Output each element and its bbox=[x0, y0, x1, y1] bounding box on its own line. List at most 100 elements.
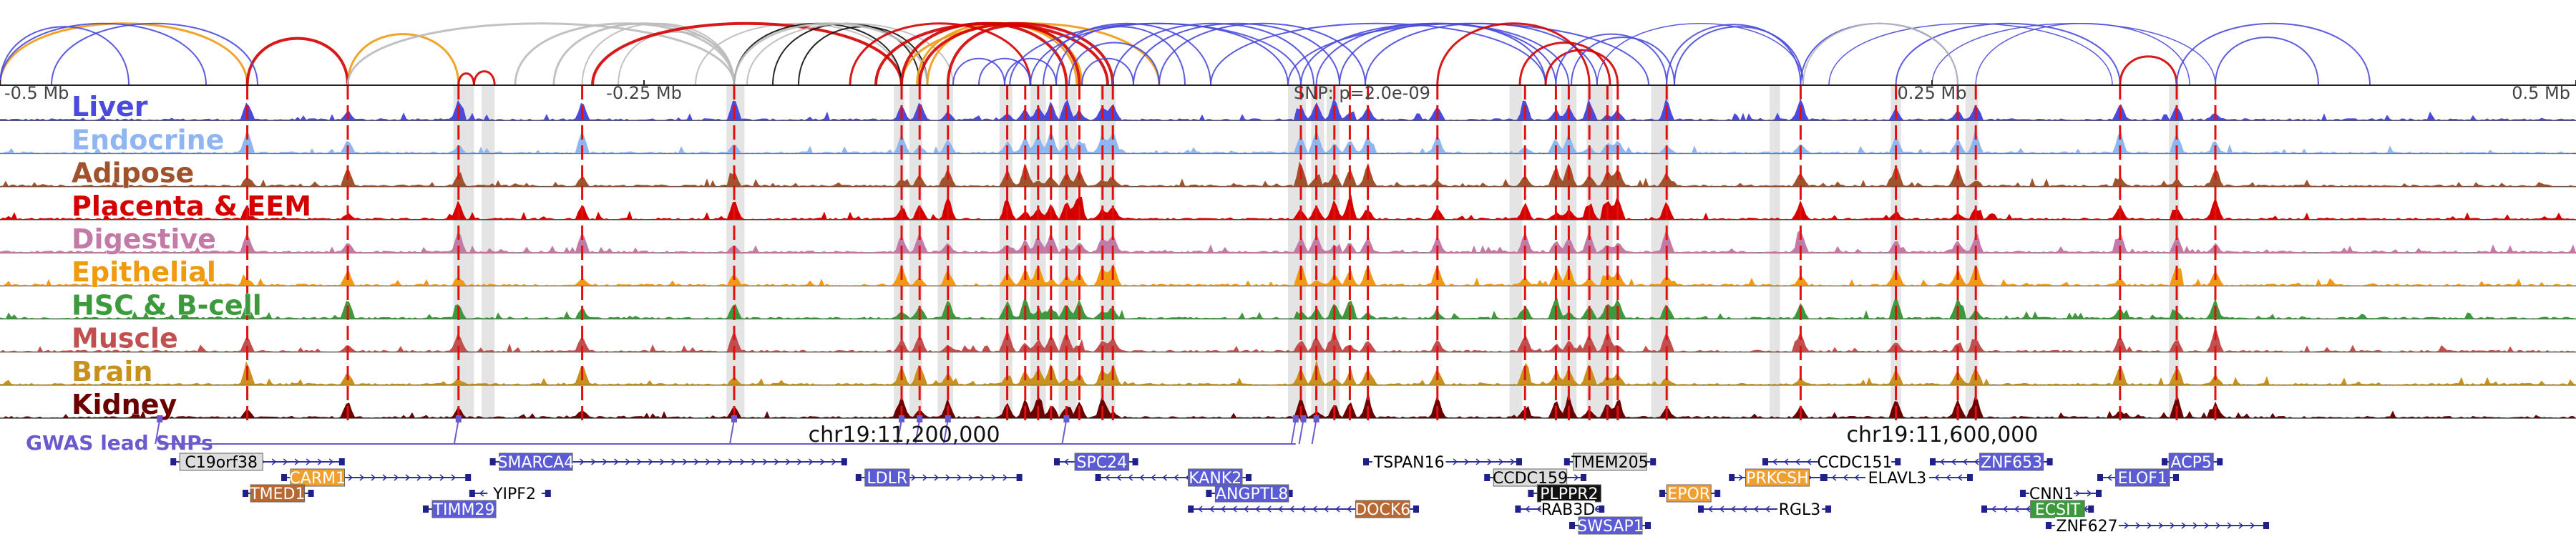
gene-label: SMARCA4 bbox=[498, 454, 575, 472]
interaction-arc bbox=[1555, 33, 1668, 86]
gene-label-box bbox=[1666, 484, 1712, 503]
gene-exon bbox=[1650, 458, 1657, 465]
track-label: Digestive bbox=[72, 223, 216, 255]
strand-arrow bbox=[317, 458, 323, 465]
signal-track bbox=[0, 390, 2576, 419]
strand-arrow bbox=[991, 474, 997, 481]
gene-exon bbox=[1569, 522, 1575, 529]
strand-arrow bbox=[763, 458, 768, 465]
interaction-arc bbox=[2215, 37, 2319, 86]
gene-label-box bbox=[290, 468, 345, 487]
strand-arrow bbox=[1730, 505, 1736, 513]
strand-arrow bbox=[1116, 474, 1122, 481]
gene-ecsit: ECSIT bbox=[1981, 500, 2094, 519]
strand-arrow bbox=[1772, 458, 1777, 465]
strand-arrow bbox=[2124, 522, 2129, 529]
axis-tick-label: 0.25 Mb bbox=[1897, 83, 1966, 103]
gene-label: PLPPR2 bbox=[1540, 485, 1598, 503]
gwas-snp-marker bbox=[917, 415, 923, 422]
gene-label: CCDC151 bbox=[1817, 454, 1892, 472]
strand-arrow bbox=[980, 474, 985, 481]
gene-exon bbox=[1054, 458, 1060, 465]
gene-swsap1: SWSAP1 bbox=[1569, 516, 1651, 536]
interaction-arc bbox=[346, 22, 736, 86]
strand-arrow bbox=[2238, 522, 2244, 529]
interaction-arc bbox=[1004, 57, 1057, 86]
interaction-arc bbox=[245, 37, 349, 86]
gwas-snp-marker bbox=[1292, 415, 1299, 422]
strand-arrow bbox=[2075, 490, 2081, 497]
strand-arrow bbox=[451, 474, 457, 481]
gene-carm1: CARM1 bbox=[281, 468, 472, 488]
strand-arrow bbox=[820, 458, 825, 465]
gene-label: EPOR bbox=[1667, 485, 1710, 503]
strand-arrow bbox=[1574, 474, 1579, 481]
gene-label-box bbox=[864, 468, 910, 487]
gene-label: ECSIT bbox=[2035, 501, 2081, 519]
gwas-snp-marker bbox=[1313, 415, 1319, 422]
gene-label: RAB3D bbox=[1541, 501, 1595, 519]
strand-arrow bbox=[1498, 458, 1504, 465]
gene-dock6: DOCK6 bbox=[1188, 500, 1419, 519]
gene-c19orf38: C19orf38 bbox=[170, 453, 345, 472]
coordinate-labels: chr19:11,200,000 chr19:11,600,000 bbox=[809, 422, 2039, 448]
signal-track bbox=[0, 97, 2576, 121]
interaction-arc bbox=[1975, 23, 2190, 86]
gwas-connector bbox=[942, 419, 949, 445]
gene-label-box bbox=[431, 500, 497, 518]
gene-exon bbox=[1930, 458, 1936, 465]
interaction-arc bbox=[952, 57, 1005, 86]
interaction-arc bbox=[1931, 23, 2216, 86]
gene-exon bbox=[1246, 474, 1252, 481]
gene-label-box bbox=[499, 453, 573, 471]
gene-label: ELAVL3 bbox=[1868, 470, 1927, 488]
strand-arrow bbox=[2135, 522, 2141, 529]
strand-arrow bbox=[1974, 458, 1979, 465]
gene-exon bbox=[1363, 458, 1369, 465]
gene-label: SPC24 bbox=[1077, 454, 1128, 472]
strand-arrow bbox=[2087, 490, 2092, 497]
gene-tspan16: TSPAN16 bbox=[1363, 453, 1522, 472]
gene-exon bbox=[2263, 522, 2269, 529]
gene-label-box bbox=[2029, 485, 2074, 502]
gene-exon bbox=[469, 490, 475, 497]
gene-exon bbox=[1729, 474, 1735, 481]
interaction-arc bbox=[1030, 22, 1289, 86]
strand-arrow bbox=[2147, 522, 2152, 529]
gene-label: ZNF627 bbox=[2056, 518, 2117, 536]
gene-exon bbox=[2162, 458, 2167, 465]
strand-arrow bbox=[1957, 474, 1963, 481]
interaction-arc bbox=[1055, 26, 1186, 86]
track-label: Brain bbox=[72, 356, 152, 387]
gene-rgl3: RGL3 bbox=[1698, 500, 1831, 519]
strand-arrow bbox=[614, 458, 619, 465]
gene-exon bbox=[281, 474, 287, 481]
gene-exon bbox=[1698, 505, 1704, 513]
strand-arrow bbox=[405, 474, 411, 481]
gene-label: YIPF2 bbox=[492, 485, 536, 503]
gene-label: PRKCSH bbox=[1746, 470, 1809, 488]
gene-label-box bbox=[1355, 500, 1410, 518]
interaction-arc bbox=[733, 22, 929, 86]
gwas-connector bbox=[155, 419, 161, 445]
gene-label: RGL3 bbox=[1779, 501, 1821, 519]
strand-arrow bbox=[934, 474, 940, 481]
gene-label-box bbox=[487, 485, 542, 502]
interaction-arc bbox=[2119, 55, 2178, 86]
strand-arrow bbox=[1063, 458, 1069, 465]
gene-exon bbox=[1528, 490, 1534, 497]
interaction-arc bbox=[1596, 23, 1804, 86]
gene-angptl8: ANGPTL8 bbox=[1206, 484, 1293, 503]
strand-arrow bbox=[1197, 505, 1203, 513]
interaction-arc bbox=[51, 22, 258, 86]
gene-ccdc159: CCDC159 bbox=[1484, 468, 1586, 488]
gene-znf653: ZNF653 bbox=[1930, 453, 2053, 472]
gene-exon bbox=[1762, 458, 1768, 465]
axis-tick-label: 0.5 Mb bbox=[2512, 83, 2570, 103]
gene-exon bbox=[308, 490, 314, 497]
interaction-arc bbox=[1674, 26, 1804, 86]
strand-arrow bbox=[1151, 474, 1156, 481]
strand-arrow bbox=[809, 458, 814, 465]
track-label: Liver bbox=[72, 91, 148, 122]
interaction-arc bbox=[1666, 24, 1802, 86]
